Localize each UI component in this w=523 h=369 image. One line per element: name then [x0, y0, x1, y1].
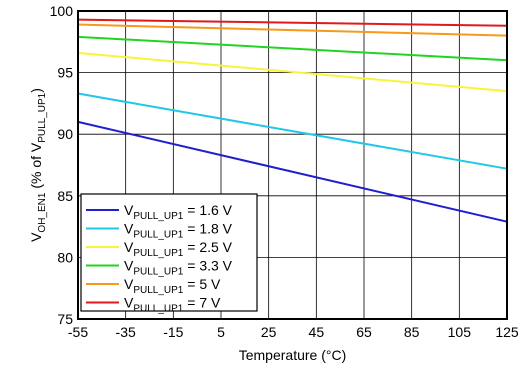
y-axis-title-main: V [28, 232, 44, 242]
legend-label: VPULL_UP1 = 7 V [124, 295, 221, 315]
x-tick-labels: -55 -35 -15 5 25 45 65 85 105 125 [68, 324, 519, 340]
y-axis-title-end: ) [28, 88, 44, 93]
x-tick-label: -15 [163, 324, 183, 340]
series-line [77, 92, 508, 170]
y-tick-label: 80 [57, 249, 73, 265]
legend-label: VPULL_UP1 = 1.6 V [124, 202, 233, 222]
legend-item: VPULL_UP1 = 7 V [86, 295, 221, 315]
y-tick-label: 100 [50, 3, 74, 19]
series-line [77, 120, 508, 223]
y-axis-title-sub2: PULL_UP1 [37, 92, 48, 142]
legend-label: VPULL_UP1 = 3.3 V [124, 258, 233, 278]
x-axis-title: Temperature (°C) [239, 347, 347, 363]
legend-item: VPULL_UP1 = 5 V [86, 276, 221, 296]
legend-item: VPULL_UP1 = 2.5 V [86, 239, 233, 259]
x-tick-label: 45 [309, 324, 325, 340]
series-line [77, 23, 508, 37]
plot-frame [77, 10, 508, 320]
y-tick-label: 95 [57, 65, 73, 81]
legend-label: VPULL_UP1 = 1.8 V [124, 221, 233, 241]
y-tick-label: 75 [57, 311, 73, 327]
x-tick-label: 25 [261, 324, 277, 340]
series-line [77, 35, 508, 62]
y-axis-title-middle: (% of V [28, 142, 44, 192]
series-lines [77, 18, 508, 223]
y-axis-title: VOH_EN1 (% of VPULL_UP1) [28, 88, 48, 242]
x-tick-label: 5 [217, 324, 225, 340]
series-line [77, 51, 508, 93]
x-tick-label: 125 [495, 324, 519, 340]
legend-box [80, 193, 258, 312]
series-line [77, 18, 508, 27]
x-tick-label: 85 [404, 324, 420, 340]
legend-item: VPULL_UP1 = 1.8 V [86, 221, 233, 241]
y-tick-labels: 75 80 85 90 95 100 [50, 3, 74, 327]
y-axis-title-sub: OH_EN1 [37, 192, 48, 232]
x-tick-label: -55 [68, 324, 88, 340]
x-tick-label: 105 [448, 324, 472, 340]
y-tick-label: 85 [57, 188, 73, 204]
legend-label: VPULL_UP1 = 2.5 V [124, 239, 233, 259]
legend-label: VPULL_UP1 = 5 V [124, 276, 221, 296]
legend-item: VPULL_UP1 = 1.6 V [86, 202, 233, 222]
x-tick-label: 65 [356, 324, 372, 340]
y-tick-label: 90 [57, 126, 73, 142]
x-tick-label: -35 [116, 324, 136, 340]
legend-item: VPULL_UP1 = 3.3 V [86, 258, 233, 278]
